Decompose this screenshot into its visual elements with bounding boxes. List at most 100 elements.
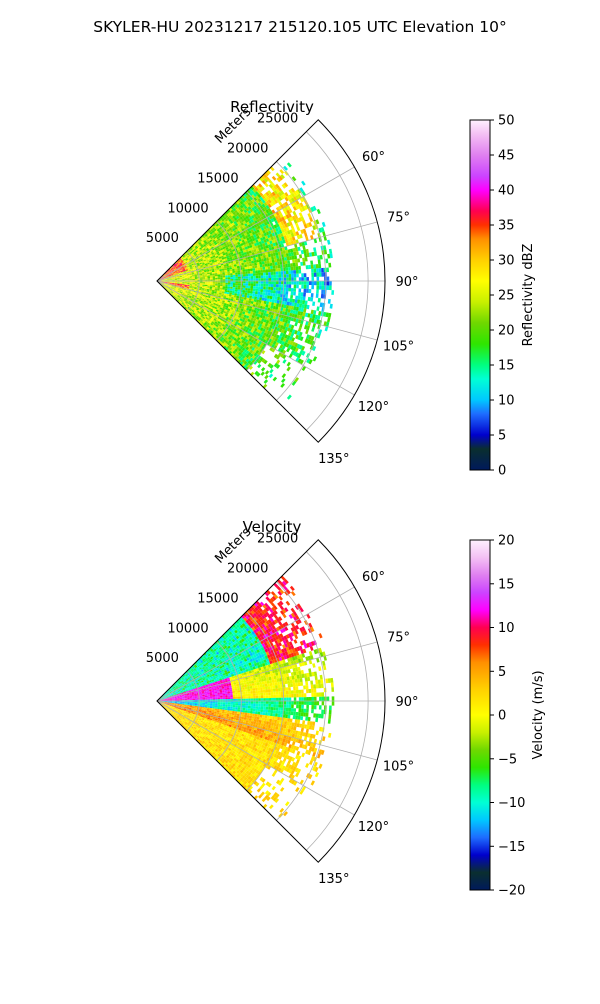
reflectivity-cell <box>218 286 221 288</box>
reflectivity-cell <box>296 274 299 278</box>
reflectivity-cell <box>311 285 314 289</box>
reflectivity-cell <box>230 291 233 293</box>
reflectivity-cell <box>303 293 306 297</box>
reflectivity-cell <box>253 271 256 274</box>
reflectivity-cell <box>316 273 319 277</box>
reflectivity-cell <box>233 283 236 285</box>
reflectivity-cell <box>246 276 249 279</box>
reflectivity-cell <box>265 370 269 375</box>
velocity-cell <box>205 704 208 706</box>
azimuth-tick-label: 120° <box>358 400 389 415</box>
reflectivity-cell <box>210 282 213 284</box>
reflectivity-cell <box>260 295 263 298</box>
reflectivity-cell <box>270 293 273 296</box>
velocity-cell <box>185 699 188 700</box>
colorbar-tick-label: 20 <box>498 324 515 339</box>
reflectivity-cell <box>258 284 261 287</box>
reflectivity-cell <box>257 262 260 265</box>
reflectivity-cell <box>245 269 248 272</box>
reflectivity-cell <box>225 274 228 276</box>
reflectivity-cell <box>260 264 263 267</box>
reflectivity-cell <box>272 262 275 265</box>
reflectivity-cell <box>270 269 273 272</box>
reflectivity-cell <box>263 284 266 287</box>
reflectivity-cell <box>180 282 183 283</box>
reflectivity-cell <box>257 265 260 268</box>
reflectivity-cell <box>269 260 272 263</box>
reflectivity-cell <box>272 176 277 181</box>
reflectivity-cell <box>298 292 301 296</box>
reflectivity-cell <box>223 277 226 279</box>
velocity-cell <box>197 698 200 699</box>
reflectivity-cell <box>278 271 281 274</box>
reflectivity-cell <box>312 277 315 281</box>
reflectivity-cell <box>243 272 246 275</box>
velocity-cell <box>180 702 183 703</box>
reflectivity-cell <box>233 275 236 277</box>
reflectivity-cell <box>230 275 233 277</box>
reflectivity-cell <box>303 296 306 300</box>
reflectivity-cell <box>298 296 301 300</box>
reflectivity-cell <box>213 283 216 285</box>
reflectivity-cell <box>223 276 226 278</box>
reflectivity-cell <box>287 395 292 400</box>
reflectivity-cell <box>262 261 265 264</box>
reflectivity-cell <box>288 288 291 292</box>
reflectivity-cell <box>286 274 289 278</box>
reflectivity-cell <box>250 293 253 296</box>
velocity-cell <box>187 699 190 700</box>
reflectivity-cell <box>242 290 245 293</box>
reflectivity-cell <box>235 275 238 277</box>
reflectivity-cell <box>260 292 263 295</box>
reflectivity-cell <box>292 299 295 303</box>
reflectivity-cell <box>293 270 296 274</box>
reflectivity-cell <box>274 281 277 284</box>
reflectivity-cell <box>180 280 183 281</box>
reflectivity-cell <box>310 261 313 265</box>
reflectivity-cell <box>294 322 298 326</box>
reflectivity-cell <box>229 267 232 269</box>
reflectivity-cell <box>238 272 241 274</box>
reflectivity-cell <box>310 297 313 301</box>
reflectivity-cell <box>306 277 309 281</box>
colorbar-tick-label: 40 <box>498 184 515 199</box>
reflectivity-cell <box>237 294 240 297</box>
velocity-cell <box>195 698 198 699</box>
reflectivity-cell <box>271 287 274 290</box>
reflectivity-cell <box>267 296 270 299</box>
figure-title: SKYLER-HU 20231217 215120.105 UTC Elevat… <box>93 18 507 36</box>
reflectivity-cell <box>319 281 322 285</box>
radial-tick-label: 15000 <box>197 171 238 186</box>
velocity-cell <box>197 703 200 704</box>
reflectivity-cell <box>220 286 223 288</box>
reflectivity-cell <box>324 277 327 281</box>
reflectivity-cell <box>286 278 289 281</box>
reflectivity-cell <box>238 274 241 276</box>
reflectivity-cell <box>268 278 271 281</box>
reflectivity-cell <box>327 240 331 245</box>
azimuth-tick-label: 90° <box>395 275 418 290</box>
reflectivity-cell <box>268 293 271 296</box>
reflectivity-cell <box>264 375 268 380</box>
reflectivity-cell <box>277 300 280 304</box>
reflectivity-cell <box>276 284 279 287</box>
reflectivity-cell <box>245 267 248 270</box>
reflectivity-cell <box>265 269 268 272</box>
velocity-cell <box>192 699 195 700</box>
reflectivity-cell <box>252 266 255 269</box>
reflectivity-cell <box>303 262 306 266</box>
reflectivity-cell <box>251 299 254 302</box>
reflectivity-cell <box>329 286 332 291</box>
reflectivity-cell <box>258 286 261 289</box>
reflectivity-cell <box>235 283 238 285</box>
reflectivity-cell <box>253 286 256 289</box>
reflectivity-cell <box>263 278 266 281</box>
reflectivity-cell <box>291 281 294 285</box>
reflectivity-cell <box>237 266 240 269</box>
reflectivity-cell <box>265 267 268 270</box>
reflectivity-cell <box>309 217 313 222</box>
reflectivity-cell <box>247 291 250 294</box>
reflectivity-cell <box>263 275 266 278</box>
reflectivity-cell <box>200 283 203 284</box>
